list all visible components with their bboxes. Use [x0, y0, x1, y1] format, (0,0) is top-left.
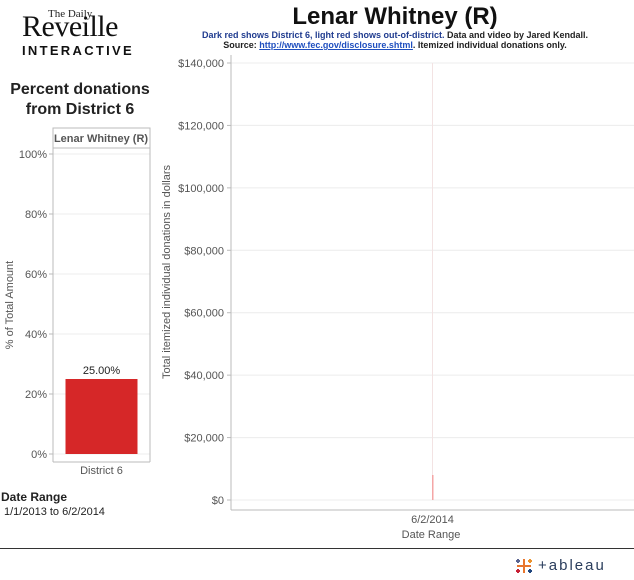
percent-tick-label: 100%: [19, 149, 47, 161]
donations-tick-label: $40,000: [184, 370, 224, 382]
footer-divider: [0, 548, 634, 549]
donations-x-axis-title: Date Range: [402, 529, 461, 541]
percent-chart: Lenar Whitney (R) 0% 20% 40% 60% 80% 100% 25.…: [4, 127, 151, 477]
logo-small-text: The Daily: [48, 8, 93, 20]
source-tail: . Itemized individual donations only.: [412, 40, 567, 50]
percent-tick-label: 20%: [25, 389, 47, 401]
logo-sub-text: INTERACTIVE: [22, 43, 134, 58]
percent-tick-label: 80%: [25, 209, 47, 221]
percent-y-axis-title: % of Total Amount: [4, 261, 16, 349]
panel-header-label: Lenar Whitney (R): [54, 133, 148, 145]
donations-tick-label: $20,000: [184, 433, 224, 445]
percent-bar-data-label: 25.00%: [83, 365, 121, 377]
daily-reveille-logo: The Daily Reveille INTERACTIVE: [22, 8, 132, 58]
donations-tick-label: $0: [212, 495, 224, 507]
donations-tick-labels: $0 $20,000 $40,000 $60,000 $80,000 $100,000 $1…: [178, 58, 224, 507]
donations-y-axis-title: Total itemized individual donations in d…: [161, 164, 173, 379]
percent-bar[interactable]: [65, 379, 138, 454]
subtitle-line-2: Source: http://www.fec.gov/disclosure.sh…: [150, 40, 634, 50]
tableau-logo[interactable]: +ableau: [514, 556, 632, 576]
percent-tick-label: 0%: [31, 449, 47, 461]
source-link[interactable]: http://www.fec.gov/disclosure.shtml: [259, 40, 413, 50]
panel-header-box: [52, 127, 151, 149]
tableau-wordmark: +ableau: [538, 557, 606, 574]
percent-category-label: District 6: [80, 465, 123, 477]
donations-category-label: 6/2/2014: [411, 514, 454, 526]
percent-tick-label: 40%: [25, 329, 47, 341]
page-title: Lenar Whitney (R): [292, 3, 498, 30]
percent-category-labels: District 6: [80, 465, 123, 477]
donations-bar[interactable]: [432, 475, 434, 500]
donations-chart: $0 $20,000 $40,000 $60,000 $80,000 $100,000 $1…: [161, 55, 634, 541]
donations-gridlines: [227, 62, 634, 501]
source-label: Source:: [223, 40, 260, 50]
donations-tick-label: $80,000: [184, 245, 224, 257]
subtitle-line-1: Dark red shows District 6, light red sho…: [150, 30, 634, 40]
subtitle-color-note: Dark red shows District 6, light red sho…: [201, 30, 445, 40]
tableau-mark-icon: [516, 559, 532, 573]
donations-tick-label: $100,000: [178, 183, 224, 195]
donations-category-labels: 6/2/2014: [411, 514, 454, 526]
date-range-label: Date Range: [1, 490, 68, 504]
percent-tick-label: 60%: [25, 269, 47, 281]
percent-bars: 25.00%: [65, 365, 138, 454]
donations-bars: [432, 475, 434, 500]
logo-big-text: Reveille: [22, 10, 118, 43]
subtitle-credit: Data and video by Jared Kendall.: [444, 30, 589, 40]
left-panel-title: Percent donations from District 6: [10, 81, 150, 118]
donations-tick-label: $120,000: [178, 120, 224, 132]
donations-tick-label: $140,000: [178, 58, 224, 70]
donations-tick-label: $60,000: [184, 308, 224, 320]
date-range-value[interactable]: 1/1/2013 to 6/2/2014: [4, 506, 105, 518]
percent-tick-labels: 0% 20% 40% 60% 80% 100%: [19, 149, 47, 461]
